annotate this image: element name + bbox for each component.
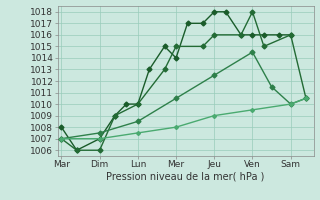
X-axis label: Pression niveau de la mer( hPa ): Pression niveau de la mer( hPa )	[107, 172, 265, 182]
